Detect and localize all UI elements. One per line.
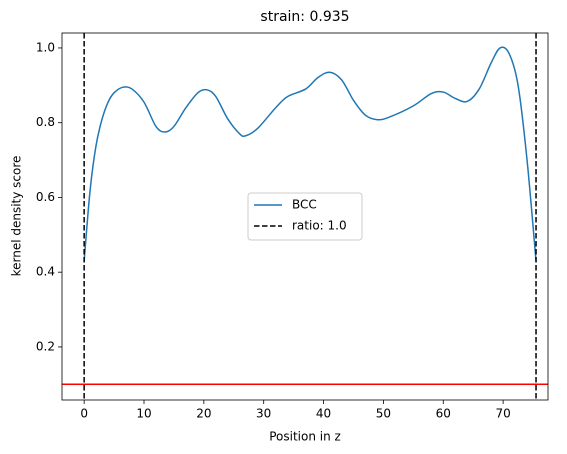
plot-frame	[61, 32, 549, 401]
y-tick-label: 0.2	[36, 339, 55, 353]
y-tick-label: 0.8	[36, 115, 55, 129]
x-tick-label: 70	[495, 407, 510, 421]
chart-title: strain: 0.935	[260, 9, 349, 25]
y-axis-label: kernel density score	[10, 156, 24, 277]
y-tick-label: 0.4	[36, 265, 55, 279]
x-tick-label: 30	[256, 407, 271, 421]
legend-label: ratio: 1.0	[292, 219, 347, 233]
x-tick-label: 0	[80, 407, 88, 421]
y-tick-label: 0.6	[36, 190, 55, 204]
x-tick-label: 60	[436, 407, 451, 421]
x-tick-label: 40	[316, 407, 331, 421]
series-line	[83, 46, 537, 262]
legend-label: BCC	[292, 198, 317, 212]
x-tick-label: 10	[136, 407, 151, 421]
x-tick-label: 20	[196, 407, 211, 421]
x-axis-label: Position in z	[269, 430, 341, 444]
x-tick-label: 50	[376, 407, 391, 421]
y-tick-label: 1.0	[36, 40, 55, 54]
plot-area	[62, 33, 548, 400]
